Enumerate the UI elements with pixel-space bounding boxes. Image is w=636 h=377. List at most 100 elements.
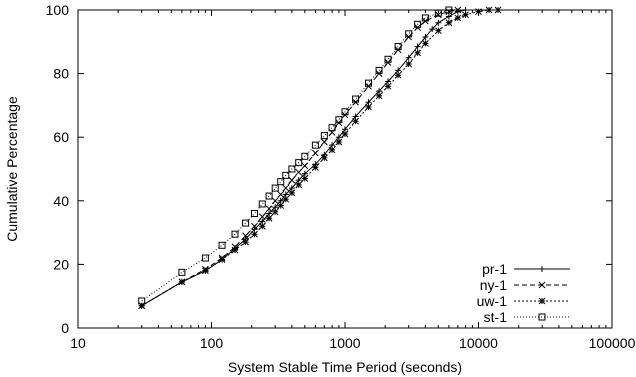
data-point — [434, 9, 442, 17]
data-point — [394, 71, 402, 79]
legend-item-ny-1: ny-1 — [480, 277, 570, 293]
axis-tick-labels: 0 20 40 60 80 100 10 100 1000 10000 100000 — [46, 2, 636, 351]
data-point — [384, 55, 392, 63]
data-point — [320, 132, 328, 140]
y-tick-label: 20 — [53, 256, 69, 272]
data-point — [341, 108, 349, 116]
data-point — [475, 8, 482, 15]
data-point — [352, 117, 359, 125]
data-point — [434, 27, 442, 35]
y-tick-label: 40 — [53, 193, 69, 209]
data-point — [201, 254, 209, 262]
data-point — [445, 13, 452, 20]
data-point — [394, 43, 402, 51]
data-point — [414, 49, 421, 57]
data-point — [277, 178, 285, 186]
data-point — [258, 222, 266, 230]
data-point — [178, 268, 186, 276]
data-point — [429, 26, 436, 33]
data-point — [231, 246, 239, 254]
series-line — [141, 9, 498, 307]
series-ny-1 — [138, 6, 462, 310]
data-point — [365, 79, 373, 87]
series-line — [141, 9, 458, 307]
data-point — [202, 267, 209, 275]
data-point — [251, 210, 259, 218]
data-point — [320, 154, 328, 162]
legend-label: uw-1 — [477, 293, 508, 309]
data-point — [282, 171, 290, 179]
data-point — [251, 230, 258, 238]
data-point — [242, 219, 250, 227]
data-point — [435, 19, 442, 26]
data-point — [434, 11, 442, 19]
data-point — [414, 43, 421, 50]
data-point — [258, 213, 266, 221]
data-point — [271, 184, 279, 192]
data-point — [494, 6, 502, 14]
data-point — [485, 6, 493, 14]
data-point — [414, 20, 422, 28]
data-point — [454, 6, 462, 14]
data-point — [312, 164, 319, 171]
data-point — [384, 82, 392, 90]
data-point — [242, 232, 249, 240]
data-point — [301, 162, 309, 170]
data-point — [271, 197, 279, 205]
data-point — [538, 297, 546, 305]
data-point — [301, 175, 309, 182]
data-point — [375, 92, 383, 100]
data-point — [282, 195, 290, 203]
series-st-1 — [138, 6, 453, 305]
data-point — [277, 202, 285, 209]
data-point — [320, 138, 328, 146]
series-layer — [138, 6, 502, 310]
data-point — [258, 200, 266, 208]
data-point — [335, 116, 343, 124]
data-point — [538, 313, 546, 321]
x-tick-label: 100 — [200, 335, 224, 351]
data-point — [178, 278, 186, 286]
data-point — [288, 189, 296, 197]
x-tick-label: 100000 — [589, 335, 636, 351]
y-tick-label: 0 — [61, 320, 69, 336]
data-point — [295, 159, 303, 167]
y-tick-label: 80 — [53, 66, 69, 82]
data-point — [271, 208, 279, 216]
data-point — [422, 40, 429, 47]
data-point — [311, 141, 319, 149]
data-point — [138, 297, 146, 305]
y-tick-label: 100 — [46, 2, 70, 18]
series-uw-1 — [138, 6, 502, 310]
data-point — [539, 266, 545, 272]
x-tick-label: 10000 — [459, 335, 498, 351]
data-point — [295, 181, 303, 189]
legend: pr-1ny-1uw-1st-1 — [477, 261, 570, 325]
data-point — [375, 66, 383, 74]
data-point — [341, 130, 349, 138]
data-point — [242, 238, 249, 246]
x-axis-label: System Stable Time Period (seconds) — [228, 359, 462, 375]
data-point — [231, 243, 239, 251]
axis-ticks — [77, 9, 613, 329]
data-point — [218, 256, 226, 263]
data-point — [251, 222, 258, 230]
data-point — [295, 168, 303, 176]
legend-item-st-1: st-1 — [484, 309, 570, 325]
data-point — [454, 14, 462, 22]
x-tick-label: 10 — [70, 335, 86, 351]
plot-frame — [77, 9, 613, 329]
data-point — [288, 176, 296, 184]
legend-label: pr-1 — [482, 261, 507, 277]
data-point — [231, 230, 239, 238]
data-point — [445, 6, 453, 14]
data-point — [538, 281, 546, 289]
legend-label: st-1 — [484, 309, 508, 325]
data-point — [445, 19, 453, 27]
data-point — [365, 103, 372, 111]
data-point — [218, 241, 226, 249]
data-point — [265, 192, 273, 200]
y-axis-label: Cumulative Percentage — [4, 96, 20, 242]
data-point — [462, 11, 469, 19]
